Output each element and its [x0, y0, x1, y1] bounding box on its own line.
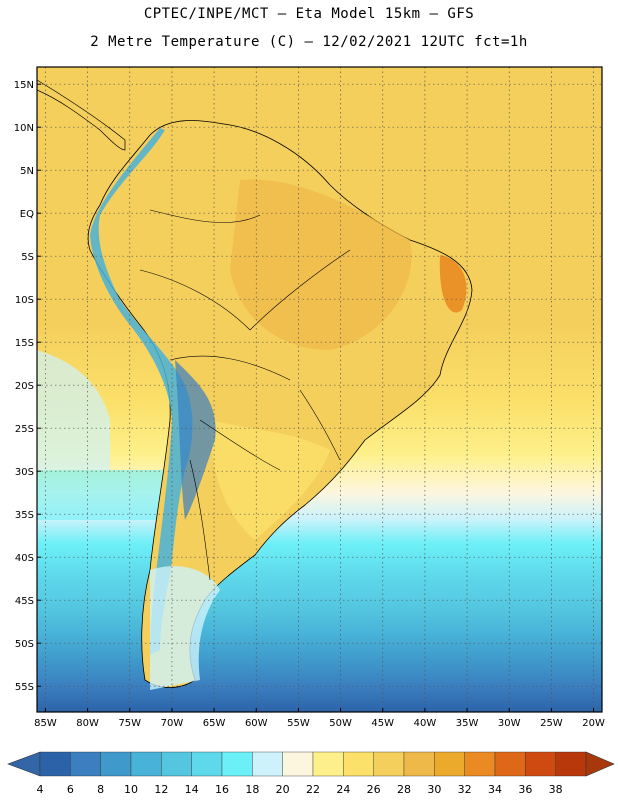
colorbar-label: 10 — [124, 783, 138, 796]
colorbar-swatch — [70, 751, 101, 777]
lon-tick-label: 30W — [498, 718, 521, 729]
colorbar-swatch — [373, 751, 405, 777]
colorbar-label: 32 — [458, 783, 472, 796]
title-line-2: 2 Metre Temperature (C) – 12/02/2021 12U… — [90, 34, 528, 50]
lon-tick-label: 35W — [456, 718, 479, 729]
pampas-zone — [210, 420, 330, 540]
title-line-1: CPTEC/INPE/MCT – Eta Model 15km – GFS — [143, 6, 475, 22]
colorbar-swatch — [130, 751, 162, 777]
lat-tick-label: EQ — [20, 209, 34, 220]
colorbar: 4 6 8 10 12 14 16 18 20 22 24 26 28 30 32 34 36 38 — [7, 751, 615, 796]
patagonia-cool — [150, 566, 220, 690]
colorbar-label: 8 — [97, 783, 104, 796]
lat-tick-label: 20S — [15, 381, 34, 392]
colorbar-label: 28 — [397, 783, 411, 796]
colorbar-label: 4 — [37, 783, 44, 796]
map-frame — [36, 66, 603, 713]
amazon-warm-zone — [230, 179, 412, 350]
colorbar-label: 36 — [518, 783, 532, 796]
colorbar-label: 6 — [67, 783, 74, 796]
lon-tick-label: 55W — [287, 718, 310, 729]
colorbar-swatch — [191, 751, 223, 777]
lat-tick-label: 10S — [15, 295, 34, 306]
country-borders — [139, 209, 351, 581]
colorbar-swatch — [282, 751, 314, 777]
lon-tick-label: 65W — [203, 718, 226, 729]
latitude-labels: 15N 10N 5N EQ 5S 10S 15S 20S 25S 30S 35S 40S 45S 50S 5… — [14, 80, 41, 693]
colorbar-label: 18 — [245, 783, 259, 796]
northeast-hot-zone — [439, 255, 467, 313]
central-america-land — [37, 79, 126, 151]
colorbar-swatch — [525, 751, 556, 777]
lon-tick-label: 60W — [245, 718, 268, 729]
lat-tick-label: 15N — [14, 80, 34, 91]
lat-tick-label: 40S — [15, 553, 34, 564]
colorbar-swatch — [39, 751, 71, 777]
colorbar-swatch — [555, 751, 587, 777]
lon-tick-label: 85W — [34, 718, 57, 729]
andes-cold-strip — [90, 128, 193, 655]
lat-tick-label: 30S — [15, 467, 34, 478]
longitude-labels: 85W 80W 75W 70W 65W 60W 55W 50W 45W 40W 35W 30W 25W 2… — [34, 708, 605, 729]
colorbar-swatch — [434, 751, 465, 777]
lon-tick-label: 50W — [329, 718, 352, 729]
pacific-cold-band — [37, 470, 170, 520]
lat-tick-label: 45S — [15, 596, 34, 607]
colorbar-swatch — [403, 751, 435, 777]
lat-tick-label: 10N — [14, 123, 34, 134]
colorbar-label: 22 — [306, 783, 320, 796]
colorbar-swatch — [464, 751, 496, 777]
colorbar-swatch — [100, 751, 132, 777]
lat-tick-label: 5S — [21, 252, 34, 263]
altiplano-cold — [175, 360, 216, 520]
colorbar-label: 24 — [336, 783, 350, 796]
lat-tick-label: 50S — [15, 639, 34, 650]
lon-tick-label: 20W — [582, 718, 605, 729]
map-field — [37, 67, 602, 712]
colorbar-swatch — [252, 751, 283, 777]
colorbar-label: 20 — [276, 783, 290, 796]
lon-tick-label: 40W — [414, 718, 437, 729]
lon-tick-label: 80W — [76, 718, 99, 729]
colorbar-label: 14 — [185, 783, 199, 796]
lon-tick-label: 25W — [540, 718, 563, 729]
colorbar-swatch — [494, 751, 526, 777]
lon-tick-label: 70W — [161, 718, 184, 729]
colorbar-label: 38 — [549, 783, 563, 796]
lon-tick-label: 45W — [371, 718, 394, 729]
colorbar-label: 16 — [215, 783, 229, 796]
lat-tick-label: 5N — [20, 166, 34, 177]
colorbar-label: 26 — [367, 783, 381, 796]
pacific-cool-band — [37, 350, 110, 470]
lat-tick-label: 25S — [15, 424, 34, 435]
colorbar-high-extend-icon — [585, 751, 615, 777]
colorbar-swatch — [221, 751, 253, 777]
colorbar-label: 12 — [154, 783, 168, 796]
colorbar-label: 30 — [427, 783, 441, 796]
lat-tick-label: 35S — [15, 510, 34, 521]
lon-tick-label: 75W — [118, 718, 141, 729]
colorbar-swatch — [343, 751, 374, 777]
lat-tick-label: 15S — [15, 338, 34, 349]
colorbar-swatch — [161, 751, 192, 777]
lat-tick-label: 55S — [15, 682, 34, 693]
colorbar-swatch — [312, 751, 344, 777]
colorbar-label: 34 — [488, 783, 502, 796]
colorbar-low-extend-icon — [7, 751, 41, 777]
